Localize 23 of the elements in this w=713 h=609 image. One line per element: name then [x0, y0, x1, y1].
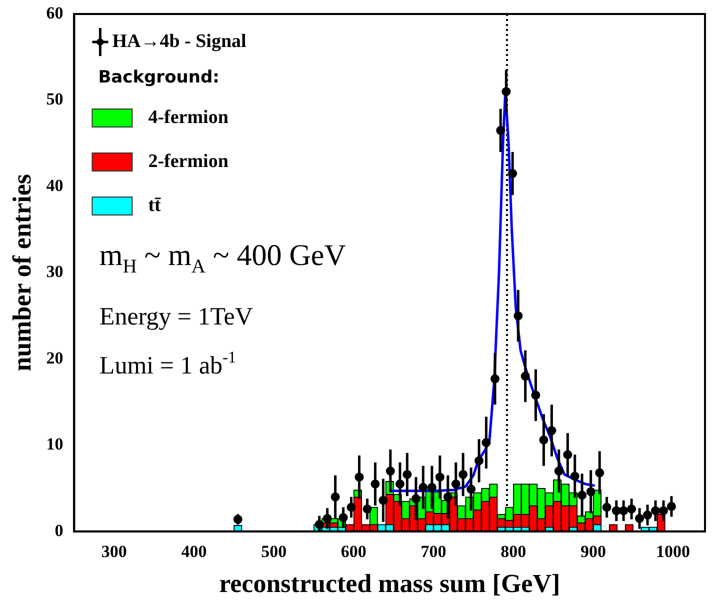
legend-label: HA→4b - Signal [112, 30, 246, 52]
x-tick-label: 400 [181, 542, 207, 561]
x-tick-label: 800 [500, 542, 526, 561]
legend-label: tt̄ [148, 194, 162, 216]
y-tick-label: 0 [54, 520, 64, 540]
y-axis-title: number of entries [7, 174, 36, 372]
y-tick-label: 10 [46, 434, 64, 454]
y-tick-label: 60 [46, 3, 64, 22]
x-tick-label: 1000 [656, 542, 690, 561]
x-axis-title: reconstructed mass sum [GeV] [219, 569, 560, 598]
x-tick-label: 700 [420, 542, 446, 561]
y-tick-label: 50 [46, 90, 64, 109]
legend-label: 2-fermion [148, 150, 229, 172]
x-tick-label: 600 [340, 542, 366, 561]
x-tick-label: 900 [580, 542, 606, 561]
annotation: Background: [98, 67, 220, 88]
y-tick-label: 20 [46, 348, 64, 368]
legend-label: 4-fermion [148, 106, 229, 128]
y-tick-label: 30 [46, 262, 64, 282]
x-tick-label: 300 [101, 542, 127, 561]
y-tick-label: 40 [46, 176, 64, 195]
annotation: Energy = 1TeV [99, 303, 253, 330]
x-tick-label: 500 [261, 542, 287, 561]
